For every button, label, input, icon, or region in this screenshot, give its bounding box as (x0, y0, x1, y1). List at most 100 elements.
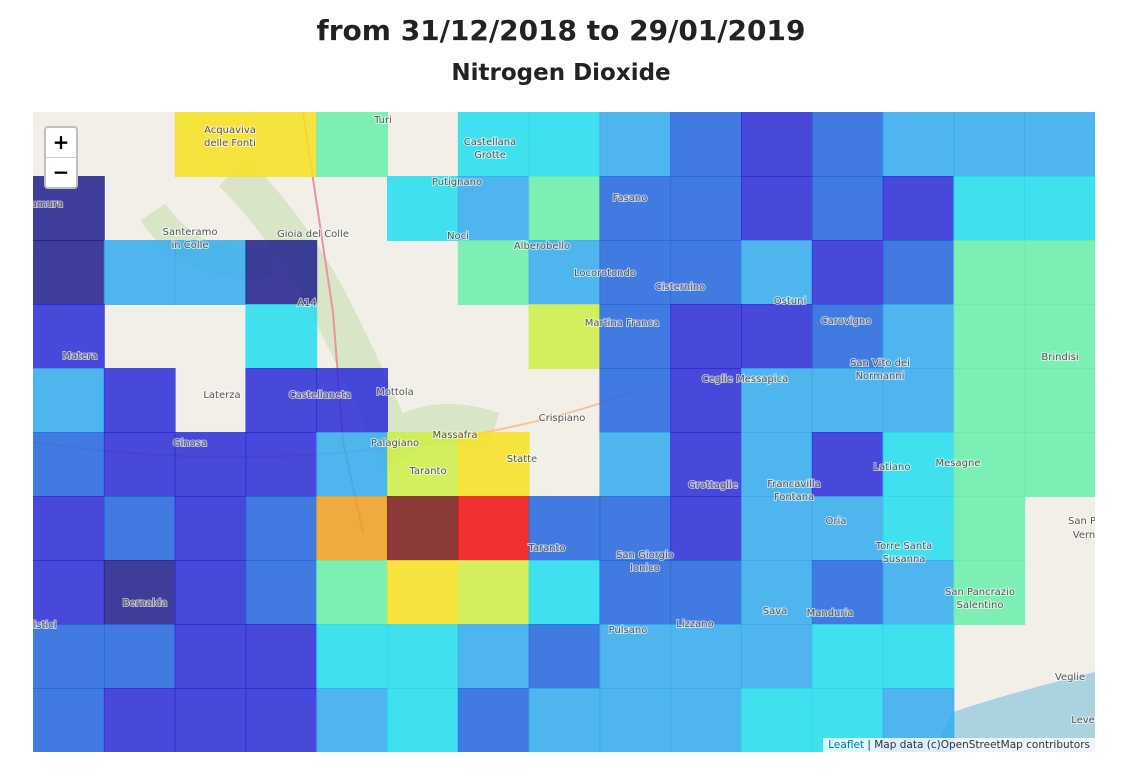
place-label: Mottola (376, 387, 414, 398)
grid-cell (953, 240, 1026, 305)
place-label: Taranto (408, 466, 446, 477)
place-label: Normanni (856, 371, 905, 382)
grid-cell (953, 112, 1026, 177)
grid-cell (953, 560, 1026, 625)
place-label: Salentino (957, 600, 1004, 611)
place-label: Crispiano (539, 413, 586, 424)
grid-cell (599, 560, 672, 625)
place-label: Statte (507, 454, 537, 465)
grid-cell (528, 112, 601, 177)
place-label: Turi (373, 115, 392, 126)
grid-cell (528, 560, 601, 625)
grid-cell (103, 688, 176, 752)
grid-cell (316, 688, 388, 752)
grid-cell (882, 112, 955, 177)
grid-cell (670, 624, 742, 689)
place-label: Latiano (874, 462, 911, 473)
grid-cell (103, 496, 176, 561)
grid-cell (670, 496, 742, 561)
grid-cell (741, 560, 813, 625)
grid-cell (882, 496, 955, 561)
grid-cell (245, 368, 318, 433)
grid-cell (882, 176, 955, 241)
grid-cell (811, 304, 884, 369)
grid-cell (670, 368, 742, 433)
grid-cell (953, 368, 1026, 433)
attribution: Leaflet | Map data (c)OpenStreetMap cont… (823, 738, 1095, 752)
grid-cell (811, 624, 884, 689)
grid-cell (387, 496, 459, 561)
grid-cell (33, 560, 105, 625)
place-label: San Pancrazio (945, 587, 1015, 598)
grid-cell (528, 240, 601, 305)
grid-cell (33, 496, 105, 561)
grid-cell (670, 432, 742, 497)
place-label: Francavilla (767, 479, 821, 490)
grid-cell (670, 176, 742, 241)
place-label: Veglie (1055, 672, 1085, 683)
grid-cell (811, 240, 884, 305)
zoom-out[interactable]: − (52, 160, 70, 184)
grid-cell (316, 432, 388, 497)
grid-cell (811, 496, 884, 561)
place-label: Castellana (464, 137, 517, 148)
grid-cell (882, 368, 955, 433)
place-label: Ceglie Messapica (702, 374, 788, 385)
grid-cell (33, 240, 105, 305)
place-label: Laterza (203, 390, 240, 401)
grid-cell (670, 688, 742, 752)
grid-cell (670, 304, 742, 369)
place-label: istici (34, 620, 57, 631)
grid-cell (953, 176, 1026, 241)
grid-cell (245, 304, 318, 369)
grid-cell (953, 432, 1026, 497)
place-label: Matera (62, 351, 97, 362)
grid-cell (245, 240, 318, 305)
zoom-in[interactable]: + (46, 128, 76, 158)
place-label: Grottaglie (688, 480, 738, 491)
grid-cell (103, 368, 176, 433)
grid-cell (741, 240, 813, 305)
grid-cell (316, 368, 388, 433)
grid-cell (1024, 432, 1095, 497)
place-label: Massafra (432, 430, 477, 441)
grid-cell (245, 496, 318, 561)
grid-cell (1024, 240, 1095, 305)
grid-cell (457, 496, 530, 561)
grid-cell (387, 688, 459, 752)
grid-cell (599, 624, 672, 689)
grid-cell (528, 496, 601, 561)
leaflet-link[interactable]: Leaflet (828, 739, 865, 751)
grid-cell (103, 560, 176, 625)
place-label: delle Fonti (204, 138, 256, 149)
grid-cell (741, 176, 813, 241)
grid-cell (387, 560, 459, 625)
place-label: Lizzano (676, 619, 713, 630)
place-label: Cisternino (655, 282, 706, 293)
grid-cell (528, 688, 601, 752)
place-label: Oria (826, 516, 847, 527)
grid-cell (174, 432, 247, 497)
grid-cell (457, 176, 530, 241)
grid-cell (33, 624, 105, 689)
place-label: Brindisi (1041, 352, 1078, 363)
place-label: San Giorgio (616, 550, 674, 561)
place-label: Sava (763, 606, 788, 617)
place-label: Mesagne (936, 458, 981, 469)
attribution-text: | Map data (c)OpenStreetMap contributors (864, 739, 1090, 751)
place-label: Fontana (774, 492, 814, 503)
place-label: Susanna (883, 554, 926, 565)
map[interactable]: Acquaviva delle Fonti Turi Castellana Grotte… (33, 112, 1095, 752)
grid-cell (245, 432, 318, 497)
grid-cell (174, 624, 247, 689)
grid-cell (953, 304, 1026, 369)
grid-cell (599, 112, 672, 177)
grid-cell (316, 496, 388, 561)
grid-cell (741, 112, 813, 177)
place-label: Noci (447, 231, 469, 242)
place-label: San Vito dei (850, 358, 910, 369)
grid-cell (882, 560, 955, 625)
grid-cell (245, 112, 318, 177)
grid-cell (1024, 368, 1095, 433)
